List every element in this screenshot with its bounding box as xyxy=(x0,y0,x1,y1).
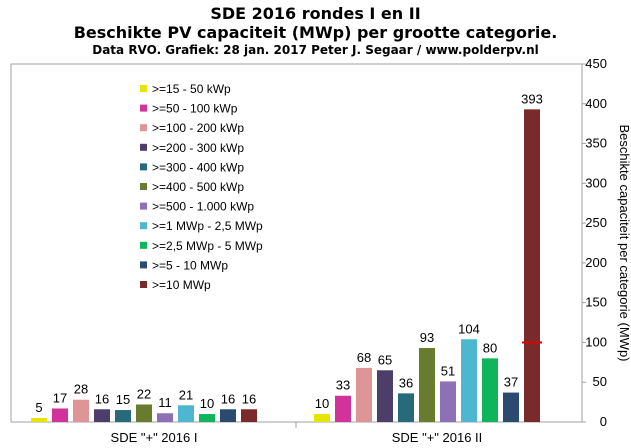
chart-subtitle: Beschikte PV capaciteit (MWp) per groott… xyxy=(73,23,558,42)
legend-label: >=400 - 500 kWp xyxy=(152,180,244,194)
legend-label: >=1 MWp - 2,5 MWp xyxy=(152,219,263,233)
legend-swatch xyxy=(140,163,147,171)
data-label: 21 xyxy=(179,387,193,402)
data-label: 10 xyxy=(200,396,214,411)
bar xyxy=(220,409,236,422)
data-label: 68 xyxy=(357,350,371,365)
data-labels: 5 10 17 33 28 68 16 65 15 36 22 93 11 51 21 104 10 80 16 37… xyxy=(35,91,542,415)
data-label: 16 xyxy=(95,391,109,406)
data-label: 37 xyxy=(504,375,518,390)
bar xyxy=(335,395,351,422)
bar xyxy=(461,339,477,422)
data-label: 16 xyxy=(221,391,235,406)
data-label: 22 xyxy=(137,386,151,401)
bar xyxy=(241,409,257,422)
legend: >=15 - 50 kWp >=50 - 100 kWp >=100 - 200 k… xyxy=(140,82,263,292)
bar xyxy=(73,399,89,422)
y-tick-label: 300 xyxy=(585,175,607,190)
y-tick-label: 450 xyxy=(585,56,607,71)
data-label: 16 xyxy=(242,391,256,406)
x-category-label: SDE "+" 2016 II xyxy=(392,430,483,445)
x-category-label: SDE "+" 2016 I xyxy=(111,430,198,445)
bar xyxy=(31,418,47,422)
bar-series xyxy=(31,109,542,422)
legend-swatch xyxy=(140,183,147,190)
data-label: 393 xyxy=(521,91,543,106)
bar xyxy=(136,404,152,422)
legend-label: >=200 - 300 kWp xyxy=(152,141,244,155)
legend-label: >=300 - 400 kWp xyxy=(152,160,244,174)
legend-swatch xyxy=(140,202,147,210)
data-label: 36 xyxy=(399,375,413,390)
legend-label: >=2,5 MWp - 5 MWp xyxy=(152,239,263,253)
y-tick-label: 0 xyxy=(600,414,607,429)
data-label: 65 xyxy=(378,352,392,367)
legend-swatch xyxy=(140,124,147,132)
bar xyxy=(157,413,173,422)
bar xyxy=(52,408,68,422)
bar xyxy=(419,348,435,422)
y-tick-label: 250 xyxy=(585,215,607,230)
data-label: 93 xyxy=(420,330,434,345)
data-label: 104 xyxy=(458,321,480,336)
y-tick-label: 400 xyxy=(585,96,607,111)
data-label: 5 xyxy=(35,400,42,415)
bar xyxy=(115,410,131,422)
legend-swatch xyxy=(140,104,147,112)
legend-swatch xyxy=(140,143,147,151)
data-label: 15 xyxy=(116,392,130,407)
legend-swatch xyxy=(140,241,147,249)
data-label: 28 xyxy=(74,382,88,397)
bar xyxy=(440,381,456,422)
legend-label: >=100 - 200 kWp xyxy=(152,121,244,135)
legend-label: >=5 - 10 MWp xyxy=(152,258,228,272)
y-tick-label: 200 xyxy=(585,255,607,270)
x-axis: SDE "+" 2016 I SDE "+" 2016 II xyxy=(111,430,483,445)
bar xyxy=(482,358,498,422)
y-tick-label: 50 xyxy=(593,374,607,389)
bar xyxy=(524,109,540,422)
data-label: 17 xyxy=(53,390,67,405)
bar xyxy=(377,370,393,422)
y-axis-label: Beschikte capaciteit per categorie (MWp) xyxy=(617,125,631,362)
data-label: 11 xyxy=(158,395,172,410)
chart-source: Data RVO. Grafiek: 28 jan. 2017 Peter J.… xyxy=(92,43,539,57)
bar xyxy=(94,409,110,422)
chart-title: SDE 2016 rondes I en II xyxy=(210,4,421,23)
legend-swatch xyxy=(140,85,147,92)
y-tick-label: 150 xyxy=(585,295,607,310)
legend-label: >=500 - 1.000 kWp xyxy=(152,200,254,214)
bar xyxy=(199,414,215,422)
legend-swatch xyxy=(140,281,147,288)
bar xyxy=(314,414,330,422)
data-label: 51 xyxy=(441,363,455,378)
data-label: 33 xyxy=(336,378,350,393)
bar xyxy=(178,405,194,422)
legend-label: >=10 MWp xyxy=(152,278,211,292)
data-label: 10 xyxy=(315,396,329,411)
legend-label: >=50 - 100 kWp xyxy=(152,102,238,116)
y-tick-label: 350 xyxy=(585,136,607,151)
bar xyxy=(398,393,414,422)
legend-swatch xyxy=(140,222,147,230)
y-tick-label: 100 xyxy=(585,334,607,349)
data-label: 80 xyxy=(483,340,497,355)
y-axis: 0 50 100 150 200 250 300 350 400 450 xyxy=(582,56,607,429)
legend-swatch xyxy=(140,261,147,269)
bar xyxy=(503,392,519,422)
legend-label: >=15 - 50 kWp xyxy=(152,82,231,96)
bar xyxy=(356,367,372,422)
